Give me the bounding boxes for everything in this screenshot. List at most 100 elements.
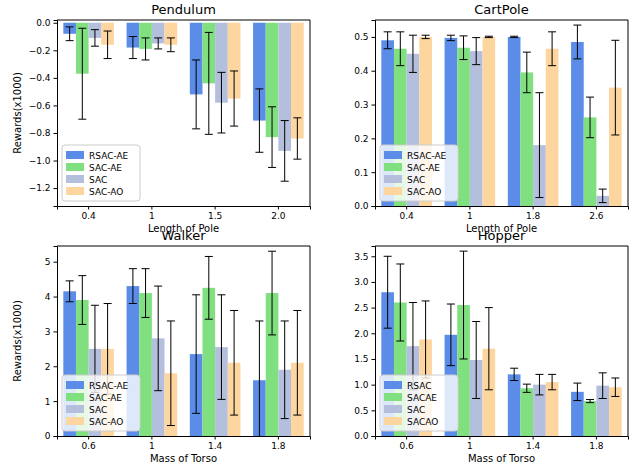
error-line (590, 97, 591, 138)
error-line (82, 28, 83, 119)
legend-swatch (66, 393, 84, 401)
error-bar (293, 310, 301, 415)
error-bar (66, 27, 74, 41)
legend-box (62, 145, 140, 201)
x-tick-label: 2.6 (589, 211, 604, 221)
error-cap (409, 302, 417, 303)
error-bar (91, 30, 99, 47)
error-bar (586, 97, 594, 138)
error-cap (485, 36, 493, 37)
x-tick-label: 0.4 (81, 211, 96, 221)
frame-right (310, 246, 311, 436)
error-bar (217, 72, 225, 133)
legend-label: SAC (407, 175, 425, 185)
error-bar (599, 373, 607, 399)
error-cap (611, 40, 619, 41)
y-tick-mark (372, 105, 376, 106)
error-line (221, 295, 222, 400)
bar (470, 51, 483, 206)
legend-label: SAC-AE (89, 163, 122, 173)
error-cap (129, 268, 137, 269)
error-cap (586, 402, 594, 403)
legend-swatch (66, 163, 84, 171)
y-axis-line (372, 21, 376, 207)
y-tick-label: −0.4 (29, 73, 51, 83)
error-line (158, 286, 159, 391)
y-tick: 0.3 (354, 100, 375, 110)
error-cap (78, 28, 86, 29)
error-bar (599, 189, 607, 203)
error-bar (611, 40, 619, 135)
error-cap (205, 32, 213, 33)
y-tick-mark (372, 282, 376, 283)
y-tick-mark (372, 385, 376, 386)
x-tick-label: 0.6 (399, 441, 414, 451)
y-tick: 0.2 (354, 134, 375, 144)
error-line (425, 301, 426, 378)
error-bar (281, 121, 289, 182)
frame-right (628, 246, 629, 436)
error-line (387, 32, 388, 49)
legend: RSACSACAESACSACAO (380, 375, 458, 431)
x-tick-label: 1 (467, 441, 473, 451)
x-tick-mark (88, 206, 89, 210)
y-tick: 0.4 (354, 66, 375, 76)
legend-label: SACAE (407, 393, 437, 403)
error-cap (447, 35, 455, 36)
error-cap (91, 305, 99, 306)
error-line (552, 32, 553, 66)
error-cap (510, 37, 518, 38)
y-tick-label: 4 (45, 292, 51, 302)
y-tick-label: 1.5 (354, 354, 368, 364)
y-tick-mark (372, 436, 376, 437)
x-tick: 1.8 (589, 436, 604, 451)
error-cap (104, 58, 112, 59)
error-cap (268, 251, 276, 252)
error-line (476, 321, 477, 398)
legend-box (62, 375, 140, 431)
y-tick-label: 5 (45, 257, 51, 267)
error-cap (396, 263, 404, 264)
x-tick: 1.4 (208, 436, 223, 451)
y-tick: 0.0 (354, 431, 375, 441)
x-tick: 1.4 (526, 436, 541, 451)
x-tick-label: 1 (467, 211, 473, 221)
error-cap (192, 128, 200, 129)
x-tick: 1.8 (526, 206, 541, 221)
error-line (400, 32, 401, 66)
x-tick-mark (215, 436, 216, 440)
legend-swatch (66, 151, 84, 159)
error-line (234, 310, 235, 415)
x-tick-label: 1 (149, 211, 155, 221)
x-tick-mark (596, 436, 597, 440)
error-cap (523, 392, 531, 393)
error-cap (384, 256, 392, 257)
error-bar (535, 374, 543, 395)
bar (508, 374, 521, 436)
error-cap (293, 159, 301, 160)
error-line (208, 256, 209, 319)
error-cap (66, 280, 74, 281)
y-tick: −0.6 (29, 101, 57, 111)
error-cap (422, 35, 430, 36)
y-axis-title: Rewards(x1000) (12, 72, 23, 154)
error-cap (268, 334, 276, 335)
y-tick-label: −0.2 (29, 46, 51, 56)
error-cap (535, 374, 543, 375)
error-line (158, 38, 159, 49)
error-line (577, 25, 578, 59)
error-bar (573, 383, 581, 400)
error-line (602, 189, 603, 203)
error-cap (409, 35, 417, 36)
error-cap (586, 399, 594, 400)
panel: −1.2−1.0−0.8−0.6−0.4−0.20.00.411.52.0Pen… (12, 2, 311, 234)
error-cap (217, 72, 225, 73)
error-cap (573, 25, 581, 26)
panel: 0.00.51.01.52.02.53.03.50.611.41.8Hopper… (354, 228, 628, 464)
error-line (514, 368, 515, 380)
error-bar (268, 251, 276, 335)
error-cap (447, 365, 455, 366)
error-cap (230, 310, 238, 311)
x-tick: 0.4 (399, 206, 414, 221)
error-cap (460, 35, 468, 36)
